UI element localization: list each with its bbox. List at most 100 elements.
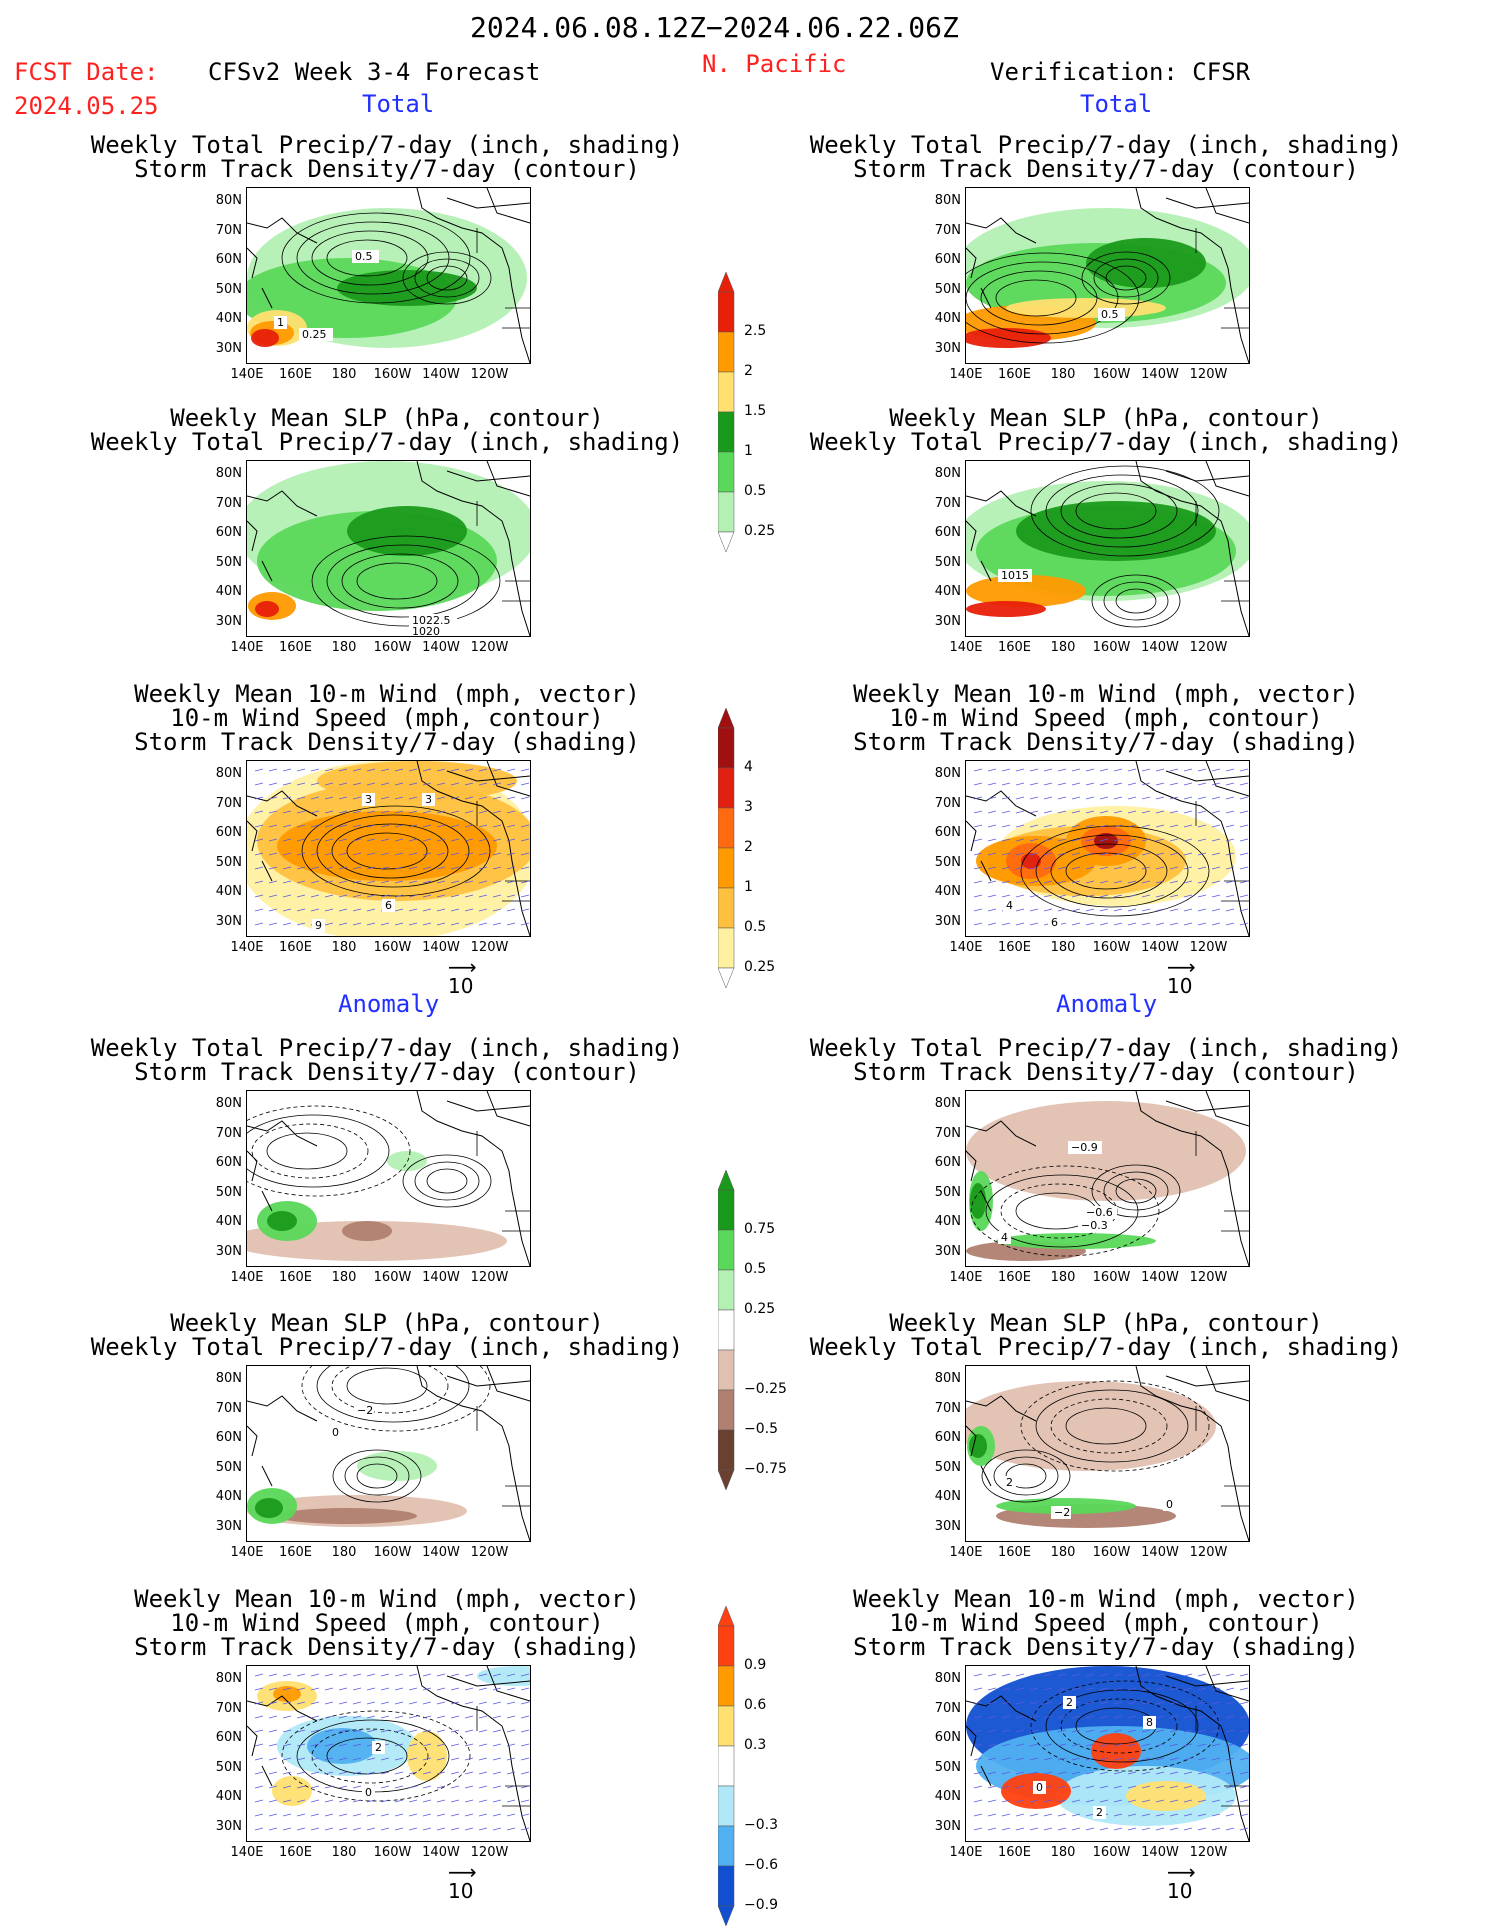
lat-label: 70N: [934, 1400, 961, 1416]
wind-vector: [338, 1827, 348, 1831]
wind-vector: [1183, 1799, 1193, 1803]
colorbar-swatch: [718, 411, 735, 453]
contour-line: [985, 1174, 1139, 1248]
wind-vector: [478, 1701, 488, 1705]
wind-vector: [1043, 796, 1053, 800]
map-canvas: 0.5 1 0.25: [247, 188, 530, 363]
contour-label: −0.3: [1081, 1219, 1108, 1232]
wind-vector: [408, 866, 418, 870]
wind-vector: [1239, 838, 1249, 842]
lon-label: 160E: [997, 367, 1032, 382]
lat-label: 30N: [215, 340, 242, 356]
wind-vector: [1085, 1701, 1095, 1705]
wind-vector: [450, 1729, 460, 1733]
wind-vector: [380, 894, 390, 898]
wind-vector: [282, 852, 292, 856]
wind-vector: [1085, 922, 1095, 926]
coastline: [247, 461, 530, 636]
fcst-date-value: 2024.05.25: [14, 92, 159, 120]
contour-line: [341, 553, 459, 609]
wind-vector: [1239, 1813, 1249, 1817]
wind-vector: [268, 880, 278, 884]
contour-label: −0.6: [1086, 1206, 1113, 1219]
wind-vector: [366, 1673, 376, 1677]
wind-vector: [296, 768, 306, 772]
wind-vector: [1113, 922, 1123, 926]
lon-label: 180: [1050, 1270, 1076, 1285]
wind-vector: [1197, 782, 1207, 786]
wind-vector: [1211, 894, 1221, 898]
wind-vector: [254, 768, 264, 772]
coastline: [966, 761, 1249, 936]
contour-label: 8: [1146, 1716, 1153, 1729]
wind-vector: [352, 1673, 362, 1677]
wind-vector: [282, 1729, 292, 1733]
border-lines: [476, 228, 530, 329]
wind-vector: [310, 796, 320, 800]
wind-vector: [1071, 908, 1081, 912]
lat-label: 70N: [934, 222, 961, 238]
shading-region: [317, 761, 517, 801]
wind-vector: [394, 1701, 404, 1705]
wind-vector: [1043, 1673, 1053, 1677]
wind-vector: [422, 838, 432, 842]
border-lines: [476, 1131, 530, 1232]
lat-label: 30N: [934, 913, 961, 929]
wind-vector: [338, 1757, 348, 1761]
wind-vector: [394, 1799, 404, 1803]
wind-vector: [987, 908, 997, 912]
lon-label: 160E: [278, 1545, 313, 1560]
contour-line: [414, 1161, 480, 1201]
wind-vector: [1155, 922, 1165, 926]
wind-vector: [282, 810, 292, 814]
wind-vector: [506, 1729, 516, 1733]
wind-vector: [492, 880, 502, 884]
colorbar-label: −0.25: [744, 1381, 787, 1397]
wind-vector: [1169, 866, 1179, 870]
region-label: N. Pacific: [702, 50, 847, 78]
wind-vector: [310, 1771, 320, 1775]
wind-vector: [436, 908, 446, 912]
colorbar-swatch: [718, 1785, 735, 1827]
wind-vector: [1043, 768, 1053, 772]
wind-vector: [296, 1729, 306, 1733]
wind-vector: [478, 1729, 488, 1733]
wind-vector: [1015, 866, 1025, 870]
colorbar-label: −0.6: [744, 1857, 778, 1873]
lon-label: 120W: [470, 367, 509, 382]
wind-vector: [422, 922, 432, 926]
wind-vector: [1057, 880, 1067, 884]
wind-vector: [338, 866, 348, 870]
wind-vector: [450, 894, 460, 898]
contour-label-bg: [312, 919, 325, 932]
vector-reference: ⟶ 10: [448, 955, 477, 998]
wind-vector: [1043, 852, 1053, 856]
wind-vector: [1029, 796, 1039, 800]
lon-label: 140E: [949, 1845, 983, 1860]
wind-vector: [1057, 1799, 1067, 1803]
wind-vector: [1015, 1701, 1025, 1705]
lat-label: 80N: [934, 1096, 961, 1111]
wind-vector: [520, 1743, 530, 1747]
wind-vector: [282, 1757, 292, 1761]
coastline: [966, 188, 1249, 363]
wind-vector: [1197, 1743, 1207, 1747]
wind-vector: [366, 894, 376, 898]
wind-vector: [1113, 768, 1123, 772]
wind-vector: [1057, 1813, 1067, 1817]
wind-vector: [408, 1757, 418, 1761]
shading-region: [307, 1728, 377, 1764]
contour-line: [296, 221, 450, 295]
colorbar-swatch: [718, 807, 735, 849]
wind-vector: [1071, 1715, 1081, 1719]
wind-vector: [1099, 1799, 1109, 1803]
wind-vector: [1211, 1827, 1221, 1831]
lat-label: 80N: [215, 1671, 242, 1686]
wind-vector: [394, 908, 404, 912]
wind-vector: [352, 1687, 362, 1691]
shading-region: [277, 811, 497, 881]
panel-title-line: Weekly Total Precip/7-day (inch, shading…: [90, 131, 684, 159]
wind-vector: [366, 866, 376, 870]
